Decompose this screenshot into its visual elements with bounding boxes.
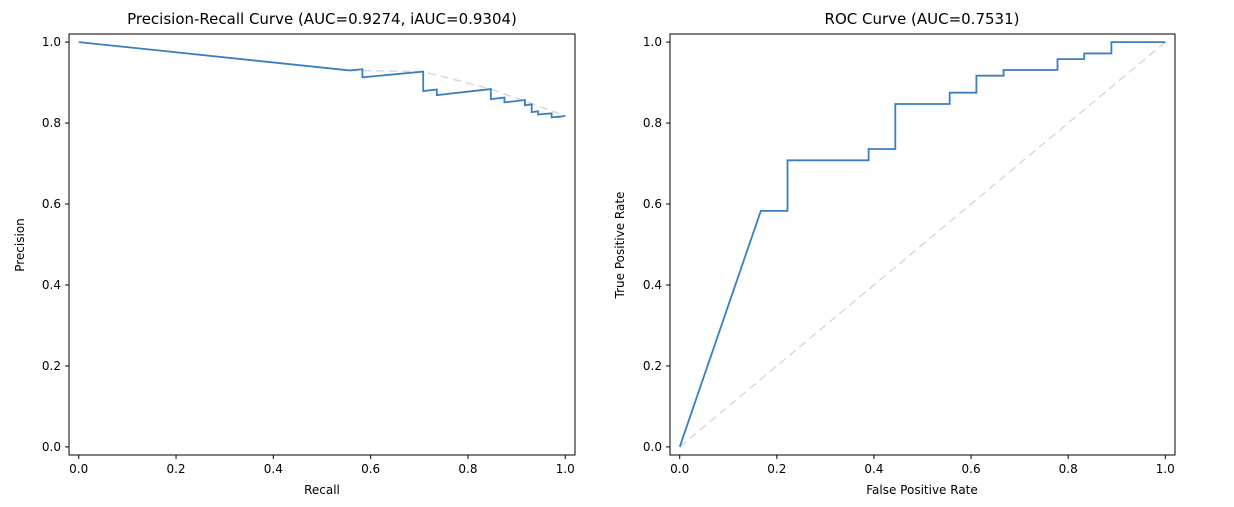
- pr-chart-xtick-label: 0.2: [166, 462, 185, 476]
- pr-chart-ticks: 0.0 0.2 0.4 0.6 0.8 1.0 0.0 0.2 0.4 0.6 0.8 1.0: [42, 35, 575, 476]
- pr-chart-ytick-label: 1.0: [42, 35, 61, 49]
- roc-chart-xtick-label: 1.0: [1156, 462, 1175, 476]
- roc-chart-curves: [678, 41, 1166, 448]
- roc-chart-ytick-label: 0.6: [643, 197, 662, 211]
- pr-chart-ytick-label: 0.2: [42, 359, 61, 373]
- roc-chart-xtick-label: 0.0: [670, 462, 689, 476]
- roc-chart-xtick-label: 0.4: [864, 462, 883, 476]
- pr-chart-frame: [68, 33, 576, 456]
- roc-chart-ytick-label: 0.8: [643, 116, 662, 130]
- pr-chart-ytick-label: 0.8: [42, 116, 61, 130]
- roc-chart-frame: [669, 33, 1176, 456]
- pr-chart-xtick-label: 0.6: [361, 462, 380, 476]
- pr-chart-xtick-label: 1.0: [556, 462, 575, 476]
- pr-chart-xtick-label: 0.4: [264, 462, 283, 476]
- roc-chart-ytick-label: 1.0: [643, 35, 662, 49]
- roc-chart-ytick-label: 0.2: [643, 359, 662, 373]
- roc-chart-ylabel: True Positive Rate: [613, 192, 627, 300]
- pr-chart-curves: [78, 41, 566, 119]
- roc-chart-title: ROC Curve (AUC=0.7531): [825, 10, 1020, 28]
- pr-chart-ylabel: Precision: [13, 218, 27, 272]
- roc-chart-ytick-label: 0.4: [643, 278, 662, 292]
- pr-chart-ytick-label: 0.4: [42, 278, 61, 292]
- roc-chart-ytick-label: 0.0: [643, 440, 662, 454]
- pr-chart-xtick-label: 0.0: [69, 462, 88, 476]
- roc-chart-xtick-label: 0.8: [1059, 462, 1078, 476]
- pr-chart-xlabel: Recall: [304, 483, 340, 497]
- roc-chart-xlabel: False Positive Rate: [866, 483, 978, 497]
- roc-chart-series-curve: [678, 41, 1166, 448]
- pr-chart-title: Precision-Recall Curve (AUC=0.9274, iAUC…: [127, 10, 517, 28]
- pr-chart-ytick-label: 0.0: [42, 440, 61, 454]
- roc-chart: ROC Curve (AUC=0.7531) 0.0 0.2 0.4 0.6 0.8 1.…: [613, 10, 1176, 497]
- roc-chart-xtick-label: 0.6: [962, 462, 981, 476]
- pr-chart-xtick-label: 0.8: [458, 462, 477, 476]
- roc-chart-ticks: 0.0 0.2 0.4 0.6 0.8 1.0 0.0 0.2 0.4 0.6 0.8 1.0: [643, 35, 1175, 476]
- roc-chart-xtick-label: 0.2: [767, 462, 786, 476]
- pr-chart: Precision-Recall Curve (AUC=0.9274, iAUC…: [13, 10, 576, 497]
- pr-chart-series-curve: [78, 41, 566, 119]
- roc-chart-series-reference-line: [679, 41, 1166, 448]
- pr-chart-ytick-label: 0.6: [42, 197, 61, 211]
